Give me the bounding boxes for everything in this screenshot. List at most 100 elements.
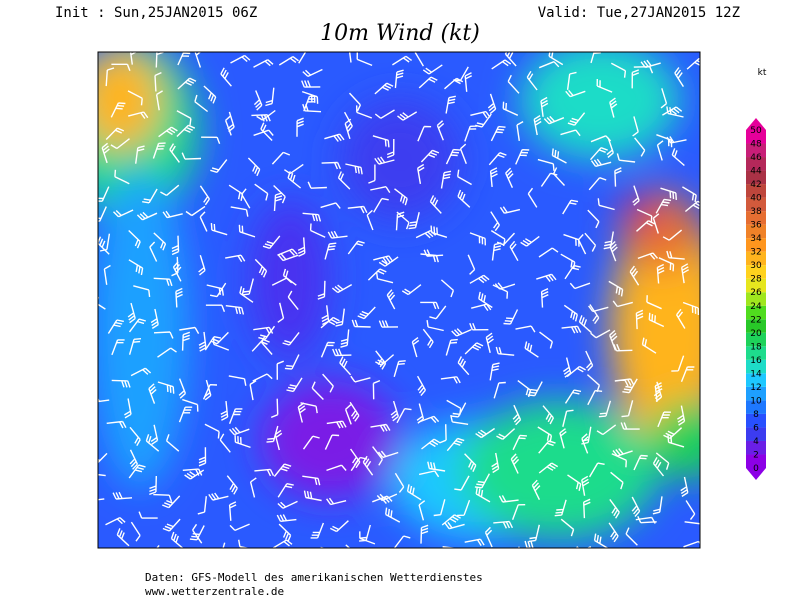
wind-barb [445, 338, 458, 356]
wind-barb [256, 109, 276, 121]
wind-barb [440, 376, 461, 384]
wind-barb [287, 171, 302, 189]
wind-barb [666, 106, 684, 118]
wind-barb [598, 400, 612, 418]
wind-barb [372, 379, 381, 400]
wind-barb [606, 137, 614, 158]
wind-barb [397, 111, 418, 121]
colorbar-label: 42 [750, 180, 761, 190]
wind-barb [219, 433, 231, 453]
wind-barb [683, 540, 700, 548]
wind-barb [158, 126, 178, 138]
wind-barb [652, 457, 665, 477]
wind-barb [254, 258, 268, 278]
wind-barb [276, 514, 297, 522]
wind-barb [105, 127, 125, 140]
wind-barb [433, 499, 446, 517]
wind-barb [446, 437, 465, 452]
wind-barb [411, 337, 420, 358]
wind-barb [394, 472, 405, 493]
wind-barb [635, 309, 644, 330]
colorbar-label: 38 [750, 207, 762, 217]
wind-barb [674, 67, 684, 87]
wind-barb [302, 475, 321, 486]
wind-barb [561, 325, 582, 334]
wind-barb [228, 501, 237, 521]
wind-barb [418, 470, 440, 478]
wind-barb [198, 254, 206, 276]
wind-barb [408, 212, 420, 230]
wind-barb [321, 161, 342, 170]
wind-barb [347, 240, 365, 255]
wind-barb [321, 305, 330, 326]
wind-barb [583, 498, 591, 519]
wind-barb [204, 423, 220, 439]
wind-barb [636, 220, 656, 232]
colorbar-bin [746, 238, 766, 252]
colorbar: 0246810121416182022242628303234363840424… [746, 118, 766, 480]
wind-barb [396, 408, 412, 424]
wind-barb [509, 240, 519, 262]
colorbar-bin [746, 440, 766, 455]
wind-barb [368, 164, 376, 184]
wind-barb [153, 232, 167, 251]
wind-barb [320, 341, 335, 358]
wind-barb [614, 378, 635, 387]
wind-barb [464, 342, 484, 355]
wind-barb [662, 229, 683, 241]
colorbar-bin [746, 157, 766, 171]
wind-barb [374, 156, 395, 165]
wind-barb [128, 464, 146, 479]
wind-barb [127, 90, 143, 106]
wind-barb [172, 261, 182, 282]
wind-barb [633, 454, 648, 471]
wind-barb [632, 116, 639, 137]
wind-barb [251, 114, 271, 122]
wind-barb [366, 209, 374, 231]
wind-barb [629, 265, 640, 286]
wind-barb [326, 464, 347, 472]
wind-barb [445, 95, 456, 114]
wind-barb [620, 422, 640, 430]
wind-barbs [98, 52, 700, 569]
wind-barb [136, 211, 158, 221]
wind-barb [230, 54, 251, 64]
wind-barb [609, 329, 618, 351]
wind-barb [467, 254, 476, 275]
wind-barb [210, 223, 228, 236]
wind-barb [111, 63, 131, 72]
wind-barb [496, 428, 516, 440]
wind-barb [526, 70, 538, 91]
wind-barb [652, 213, 660, 234]
wind-barb [194, 52, 202, 68]
wind-barb [565, 549, 571, 569]
wind-barb [685, 500, 696, 521]
wind-barb [512, 404, 522, 426]
wind-barb [531, 479, 541, 501]
wind-barb [105, 516, 126, 526]
wind-barb [302, 68, 323, 78]
wind-barb [634, 137, 646, 157]
colorbar-label: 24 [750, 302, 762, 312]
wind-barb [520, 235, 540, 247]
wind-barb [505, 167, 514, 188]
map-title: 10m Wind (kt) [320, 21, 480, 46]
wind-barb [229, 523, 250, 532]
wind-barb [162, 210, 183, 219]
wind-barb [142, 188, 158, 204]
valid-time: Valid: Tue,27JAN2015 12Z [538, 5, 740, 21]
wind-barb [138, 511, 158, 519]
wind-barb [332, 348, 352, 357]
wind-barb [507, 74, 520, 94]
wind-barb [457, 169, 472, 186]
wind-barb [375, 350, 387, 370]
wind-barb [596, 424, 617, 436]
wind-barb [356, 52, 373, 67]
wind-barb [484, 526, 493, 548]
colorbar-label: 40 [750, 194, 762, 204]
wind-barb [610, 62, 627, 78]
wind-barb [124, 398, 132, 419]
wind-barb [581, 433, 589, 454]
wind-barb [106, 420, 127, 429]
wind-barb [686, 57, 700, 70]
